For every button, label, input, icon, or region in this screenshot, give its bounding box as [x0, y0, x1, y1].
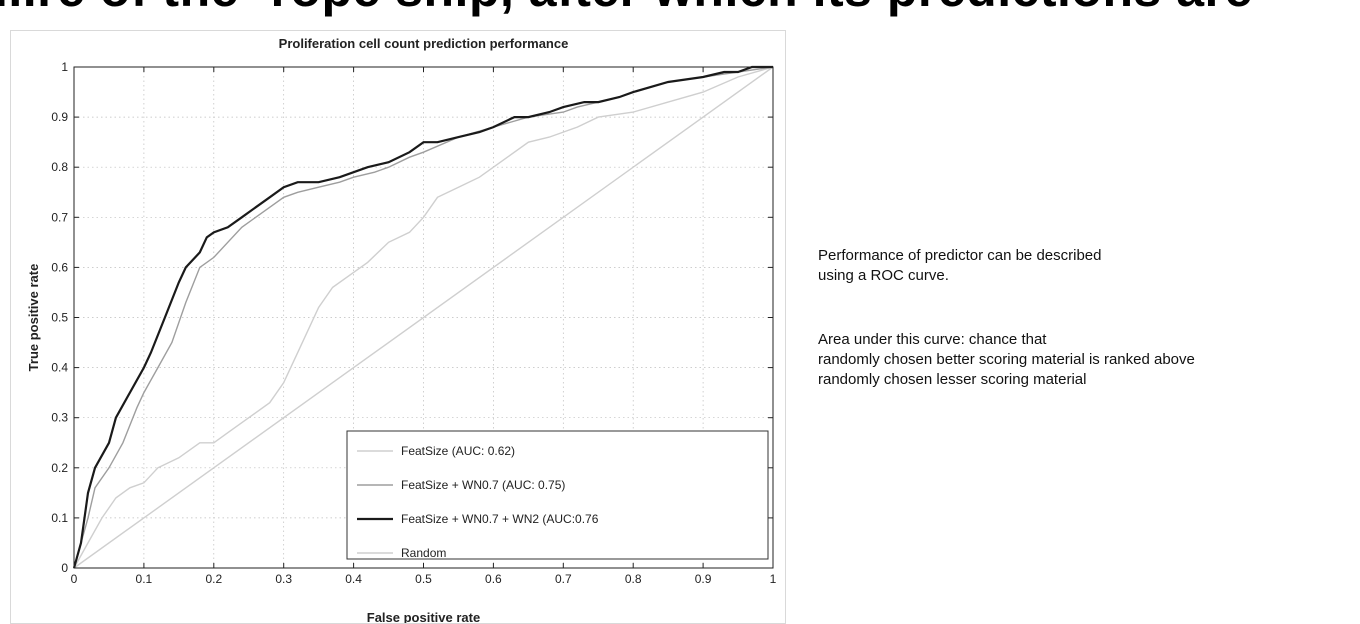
y-tick-label: 0.3 [51, 411, 68, 425]
roc-chart: 0 0.1 0.2 0.3 0.4 0.5 0.6 0.7 0.8 0.9 1 0 0.1 0.2 0.3 0… [26, 36, 777, 623]
x-tick-label: 0.1 [136, 572, 153, 586]
y-tick-label: 0 [61, 561, 68, 575]
x-tick-label: 0.9 [695, 572, 712, 586]
series-line [72, 65, 773, 569]
y-tick-label: 0.4 [51, 361, 68, 375]
roc-description: Performance of predictor can be describe… [818, 246, 1101, 286]
x-axis-label: False positive rate [367, 610, 480, 623]
series-line [73, 66, 774, 569]
x-tick-label: 0 [71, 572, 78, 586]
auc-description: Area under this curve: chance that rando… [818, 330, 1195, 390]
x-tick-label: 1 [770, 572, 777, 586]
legend-label: FeatSize + WN0.7 + WN2 (AUC:0.76 [401, 512, 599, 526]
y-tick-label: 0.5 [51, 311, 68, 325]
legend-label: FeatSize + WN0.7 (AUC: 0.75) [401, 478, 565, 492]
y-tick-label: 0.8 [51, 160, 68, 174]
y-axis-label: True positive rate [26, 264, 41, 372]
x-tick-label: 0.4 [345, 572, 362, 586]
auc-description-line: Area under this curve: chance that [818, 331, 1047, 348]
chart-title: Proliferation cell count prediction perf… [279, 36, 569, 51]
y-tick-label: 0.1 [51, 511, 68, 525]
x-tick-label: 0.3 [275, 572, 292, 586]
y-tick-label: 0.2 [51, 461, 68, 475]
y-tick-label: 0.7 [51, 210, 68, 224]
roc-description-line: Performance of predictor can be describe… [818, 247, 1102, 264]
legend-label: Random [401, 546, 446, 560]
auc-description-line: randomly chosen lesser scoring material [818, 371, 1087, 388]
x-tick-label: 0.7 [555, 572, 572, 586]
y-tick-label: 0.9 [51, 110, 68, 124]
x-tick-label: 0.8 [625, 572, 642, 586]
x-tick-label: 0.2 [205, 572, 222, 586]
x-tick-label: 0.5 [415, 572, 432, 586]
roc-description-line: using a ROC curve. [818, 267, 949, 284]
y-tick-label: 1 [61, 60, 68, 74]
slide-title-banner: ...re of the ·rope ship, after which its… [0, 0, 1360, 20]
auc-description-line: randomly chosen better scoring material … [818, 351, 1195, 368]
y-tick-label: 0.6 [51, 260, 68, 274]
roc-figure: 0 0.1 0.2 0.3 0.4 0.5 0.6 0.7 0.8 0.9 1 0 0.1 0.2 0.3 0… [10, 30, 786, 624]
legend-box [346, 430, 769, 560]
legend-label: FeatSize (AUC: 0.62) [401, 444, 515, 458]
x-tick-label: 0.6 [485, 572, 502, 586]
series-line [73, 66, 774, 569]
